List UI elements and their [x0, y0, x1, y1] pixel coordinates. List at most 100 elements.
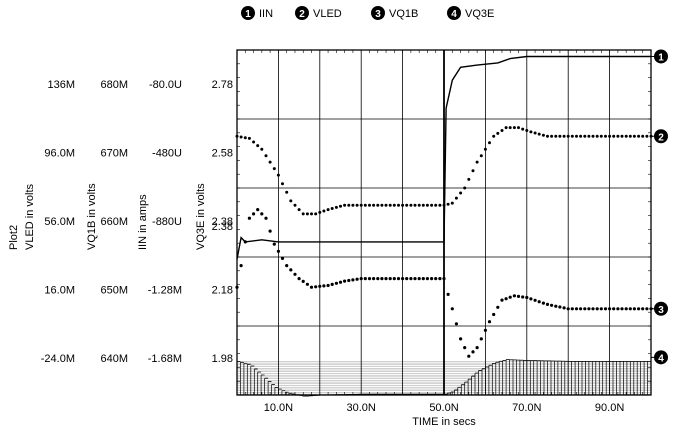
- legend-marker-number: 2: [299, 9, 305, 20]
- data-point: [289, 199, 293, 203]
- data-point: [450, 201, 454, 205]
- data-point: [359, 203, 363, 207]
- data-point: [239, 135, 243, 139]
- data-point: [301, 279, 305, 283]
- data-point: [637, 307, 641, 311]
- x-tick-label: 90.0N: [595, 402, 624, 414]
- data-point: [264, 154, 268, 158]
- data-point: [239, 264, 243, 268]
- data-point: [471, 169, 475, 173]
- data-point: [612, 134, 616, 138]
- data-point: [305, 282, 309, 286]
- y-tick-label: 56.0M: [44, 216, 75, 228]
- data-point: [363, 203, 367, 207]
- axis-title: VLED in volts: [24, 183, 36, 250]
- data-point: [309, 285, 314, 289]
- data-point: [599, 134, 603, 138]
- data-point: [347, 203, 351, 207]
- data-point: [392, 203, 396, 207]
- data-point: [620, 134, 624, 138]
- legend-marker-number: 1: [245, 9, 251, 20]
- data-point: [355, 203, 359, 207]
- y-tick-label: 2.78: [212, 79, 233, 91]
- legend-label: VQ1B: [389, 8, 418, 20]
- series-end-marker: 4: [651, 350, 668, 365]
- data-point: [272, 167, 276, 171]
- data-point: [612, 307, 616, 311]
- data-point: [537, 300, 541, 304]
- data-point: [351, 278, 355, 282]
- data-point: [280, 256, 285, 260]
- data-point: [624, 134, 628, 138]
- data-point: [546, 134, 549, 138]
- data-point: [396, 277, 401, 281]
- axis-titles: Plot2 VLED in volts VQ1B in volts IIN in am…: [8, 183, 207, 250]
- y-tick-label: -1.28M: [148, 285, 182, 297]
- data-point: [338, 280, 343, 284]
- series-vq1b: [235, 208, 653, 358]
- data-point: [243, 240, 247, 244]
- data-point: [417, 277, 421, 281]
- end-marker-circle: [654, 49, 668, 64]
- legend-marker-number: 3: [375, 9, 381, 20]
- data-point: [268, 229, 272, 233]
- y-tick-label: 1.98: [212, 353, 233, 365]
- y-tick-label: 680M: [100, 79, 128, 91]
- axis-title: IIN in amps: [137, 194, 149, 250]
- data-point: [285, 264, 289, 268]
- data-point: [583, 307, 587, 311]
- y-tick-label: 16.0M: [44, 285, 75, 297]
- data-point: [558, 305, 562, 309]
- y-tick-label: -880U: [152, 216, 182, 228]
- data-point: [603, 307, 608, 311]
- data-point: [579, 307, 583, 311]
- data-point: [272, 242, 276, 246]
- data-point: [434, 203, 438, 207]
- y-tick-label: 2.38: [212, 216, 233, 228]
- legend-item: 2 VLED: [295, 6, 342, 20]
- data-point: [384, 277, 388, 281]
- end-marker-number: 1: [658, 52, 664, 63]
- y-tick-label: -480U: [152, 148, 182, 160]
- series-line: [236, 55, 651, 260]
- legend-marker: [241, 6, 255, 20]
- data-point: [454, 196, 458, 200]
- data-point: [326, 208, 330, 212]
- data-point: [256, 144, 260, 148]
- y-tick-label: -1.68M: [148, 353, 182, 365]
- data-point: [421, 277, 425, 281]
- data-point: [533, 298, 537, 302]
- data-point: [521, 295, 525, 299]
- data-point: [554, 304, 558, 308]
- data-point: [417, 203, 421, 207]
- data-point: [293, 272, 297, 276]
- data-point: [430, 203, 434, 207]
- data-point: [289, 268, 293, 272]
- data-point: [330, 207, 334, 210]
- data-point: [496, 131, 500, 135]
- data-point: [376, 203, 380, 207]
- data-point: [388, 277, 392, 281]
- data-point: [380, 277, 384, 281]
- data-point: [637, 134, 641, 138]
- data-point: [425, 203, 429, 207]
- data-point: [260, 212, 264, 216]
- data-point: [247, 136, 251, 140]
- data-point: [446, 202, 450, 206]
- data-point: [554, 134, 558, 138]
- data-point: [471, 350, 475, 354]
- legend-label: VLED: [313, 8, 342, 20]
- data-point: [632, 134, 636, 138]
- data-point: [405, 277, 409, 281]
- data-point: [343, 279, 347, 283]
- data-point: [334, 205, 338, 209]
- data-point: [392, 277, 396, 281]
- data-point: [525, 295, 529, 300]
- axis-title: Plot2: [8, 225, 20, 250]
- data-point: [343, 203, 347, 207]
- data-point: [252, 140, 256, 144]
- data-point: [314, 212, 318, 216]
- data-point: [641, 134, 645, 138]
- data-point: [500, 298, 504, 302]
- data-point: [397, 203, 400, 207]
